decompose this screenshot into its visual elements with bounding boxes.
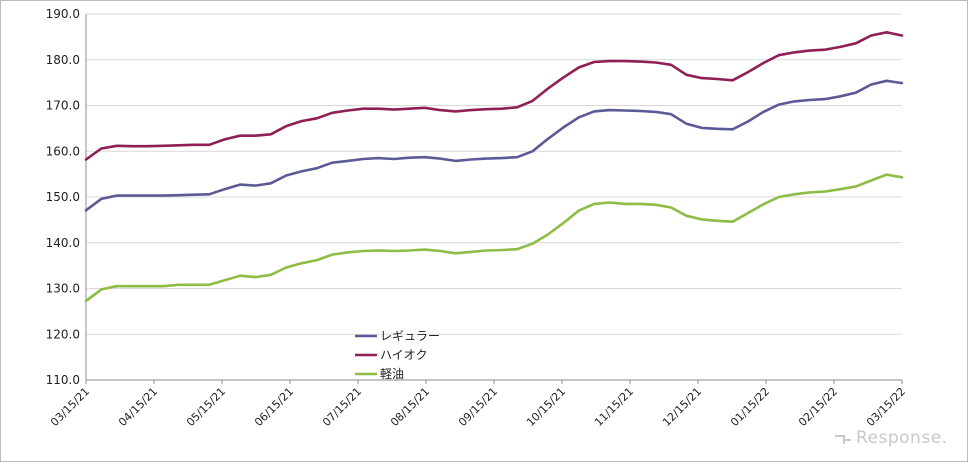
- x-tick-label: 02/15/22: [796, 385, 840, 429]
- watermark-text: Response.: [856, 428, 948, 448]
- series-line-1: [84, 30, 904, 161]
- x-tick-label: 06/15/21: [252, 385, 296, 429]
- series-line-0: [84, 79, 904, 212]
- series-line-2: [84, 173, 904, 303]
- y-tick-labels: 110.0 120.0 130.0 140.0 150.0 160.0 170.0 180.0…: [46, 7, 80, 387]
- x-tick-label: 01/15/22: [728, 385, 772, 429]
- x-tick-label: 12/15/21: [660, 385, 704, 429]
- x-tick-label: 04/15/21: [116, 385, 160, 429]
- x-tick-label: 11/15/21: [592, 385, 636, 429]
- x-tick-label: 10/15/21: [524, 385, 568, 429]
- response-logo-icon: [835, 435, 851, 444]
- y-tick-label: 110.0: [46, 373, 80, 387]
- x-tick-label: 09/15/21: [456, 385, 500, 429]
- y-tick-label: 120.0: [46, 327, 80, 341]
- x-tick-label: 08/15/21: [388, 385, 432, 429]
- x-tick-labels: 03/15/21 04/15/21 05/15/21 06/15/21 07/15/21…: [48, 380, 908, 429]
- y-gridlines: [86, 13, 902, 335]
- legend-label: 軽油: [380, 367, 404, 381]
- series-lines: [84, 30, 904, 303]
- y-tick-label: 150.0: [46, 190, 80, 204]
- x-tick-label: 05/15/21: [184, 385, 228, 429]
- x-tick-label: 03/15/22: [864, 385, 908, 429]
- legend-label: ハイオク: [380, 348, 428, 362]
- y-tick-label: 160.0: [46, 144, 80, 158]
- watermark: Response.: [834, 426, 947, 454]
- y-tick-label: 190.0: [46, 7, 80, 21]
- x-tick-label: 07/15/21: [320, 385, 364, 429]
- x-tick-label: 03/15/21: [48, 385, 92, 429]
- legend-label: レギュラー: [380, 329, 440, 343]
- y-tick-label: 140.0: [46, 236, 80, 250]
- y-tick-label: 170.0: [46, 99, 80, 113]
- y-tick-label: 130.0: [46, 282, 80, 296]
- y-tick-label: 180.0: [46, 53, 80, 67]
